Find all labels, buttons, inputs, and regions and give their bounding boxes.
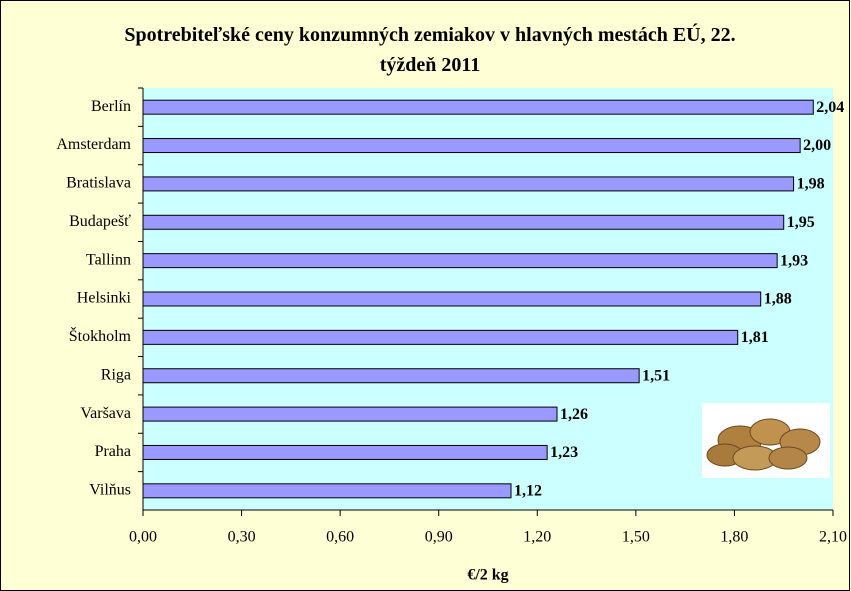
chart: €/2 kg 0,00 0,30 0,60 0,90 1,20 1,50 1,80 2,10 B… xyxy=(0,0,851,591)
bar xyxy=(143,330,738,344)
x-axis-title: €/2 kg xyxy=(467,567,508,584)
potato-image xyxy=(702,403,830,478)
x-tick-label: 0,30 xyxy=(228,529,256,546)
bar xyxy=(143,445,547,459)
bar xyxy=(143,407,557,421)
y-tick-label: Bratislava xyxy=(66,175,131,192)
value-label: 1,51 xyxy=(642,367,670,384)
y-tick-label: Helsinki xyxy=(77,290,132,307)
x-tick-label: 0,90 xyxy=(425,529,453,546)
value-label: 1,26 xyxy=(560,406,588,423)
value-label: 1,12 xyxy=(514,482,542,499)
chart-title: Spotrebiteľské ceny konzumných zemiakov … xyxy=(120,20,740,80)
x-tick-label: 2,10 xyxy=(819,529,847,546)
x-tick-label: 1,20 xyxy=(523,529,551,546)
value-label: 1,95 xyxy=(787,214,815,231)
value-label: 1,23 xyxy=(550,444,578,461)
bar xyxy=(143,139,800,153)
x-tick-label: 0,00 xyxy=(129,529,157,546)
y-tick-label: Varšava xyxy=(80,405,131,422)
x-tick-label: 1,80 xyxy=(720,529,748,546)
y-tick-label: Budapešť xyxy=(69,213,131,230)
bar xyxy=(143,254,777,268)
y-tick-label: Tallinn xyxy=(86,251,131,268)
y-tick-label: Štokholm xyxy=(69,326,132,345)
x-tick-label: 1,50 xyxy=(622,529,650,546)
bar xyxy=(143,100,813,114)
page: €/2 kg 0,00 0,30 0,60 0,90 1,20 1,50 1,80 2,10 B… xyxy=(0,0,851,591)
bar xyxy=(143,369,639,383)
bar xyxy=(143,292,761,306)
value-label: 1,98 xyxy=(797,176,825,193)
value-label: 2,00 xyxy=(803,137,831,154)
value-label: 1,93 xyxy=(780,252,808,269)
y-tick-label: Vilňus xyxy=(89,481,131,498)
bar xyxy=(143,177,794,191)
y-tick-label: Amsterdam xyxy=(56,136,131,153)
value-label: 1,88 xyxy=(764,291,792,308)
value-label: 2,04 xyxy=(816,99,844,116)
y-tick-label: Berlín xyxy=(91,98,131,115)
bar xyxy=(143,484,511,498)
y-tick-label: Riga xyxy=(101,366,131,383)
bar xyxy=(143,215,784,229)
value-label: 1,81 xyxy=(741,329,769,346)
y-tick-label: Praha xyxy=(95,443,131,460)
x-tick-label: 0,60 xyxy=(326,529,354,546)
